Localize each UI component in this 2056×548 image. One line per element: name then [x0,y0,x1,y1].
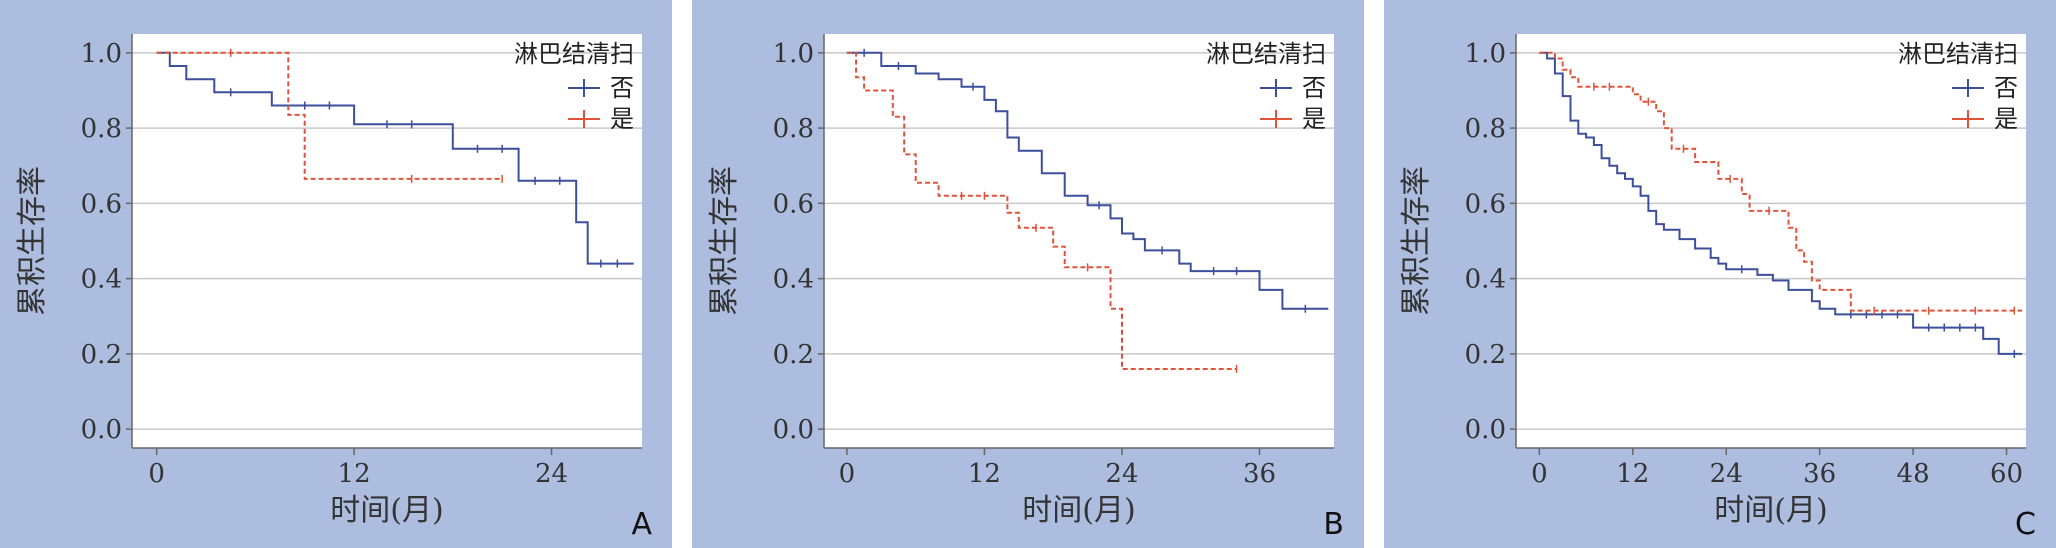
panel-letter: A [631,507,652,542]
y-tick-label: 0.2 [81,340,122,370]
y-tick-label: 0.2 [1465,340,1506,370]
y-tick-label: 0.0 [81,415,122,445]
legend-label: 是 [610,105,634,133]
legend-title: 淋巴结清扫 [514,40,634,68]
x-tick-label: 60 [1990,459,2023,489]
x-tick-label: 12 [968,459,1001,489]
legend-title: 淋巴结清扫 [1898,40,2018,68]
y-tick-label: 0.8 [81,114,122,144]
x-tick-label: 12 [1616,459,1649,489]
y-axis-label: 累积生存率 [707,166,742,316]
km-chart-svg: 0.0 0.2 0.4 0.6 0.8 1.0 0 12 24 36 时间(月) 累积生存率 淋巴结清扫… [707,34,1344,542]
y-tick-label: 0.6 [773,189,814,219]
survival-curve-no [156,51,634,265]
km-chart-svg: 0.0 0.2 0.4 0.6 0.8 1.0 0 12 24 时间(月) 累积生存率 淋巴结清扫否是… [15,34,652,542]
x-tick-label: 0 [1531,459,1548,489]
panel-letter: B [1323,507,1344,542]
x-tick-label: 36 [1803,459,1836,489]
y-tick-label: 0.6 [81,189,122,219]
plot-area [132,34,642,448]
y-tick-label: 0.4 [1465,265,1506,295]
km-chart-svg: 0.0 0.2 0.4 0.6 0.8 1.0 0 12 24 36 48 60 时间(月) 累积生存率 淋… [1399,34,2036,542]
y-tick-label: 0.8 [773,114,814,144]
x-tick-label: 24 [1105,459,1138,489]
y-tick-label: 0.2 [773,340,814,370]
y-tick-label: 0.8 [1465,114,1506,144]
y-tick-label: 0.6 [1465,189,1506,219]
survival-curve-yes [846,51,1237,370]
y-tick-label: 0.4 [773,265,814,295]
x-tick-label: 0 [148,459,165,489]
survival-curve-yes [1539,51,2023,312]
x-tick-label: 24 [535,459,568,489]
x-tick-label: 48 [1897,459,1930,489]
survival-curve-no [846,51,1329,310]
panel-b: 0.0 0.2 0.4 0.6 0.8 1.0 0 12 24 36 时间(月) 累积生存率 淋巴结清扫… [692,0,1364,548]
y-axis-label: 累积生存率 [1399,166,1434,316]
x-tick-label: 0 [839,459,856,489]
y-tick-label: 0.0 [773,415,814,445]
legend-title: 淋巴结清扫 [1206,40,1326,68]
x-axis-label: 时间(月) [330,493,443,528]
panel-c: 0.0 0.2 0.4 0.6 0.8 1.0 0 12 24 36 48 60 时间(月) 累积生存率 淋… [1384,0,2056,548]
x-axis-label: 时间(月) [1022,493,1135,528]
y-tick-label: 0.4 [81,265,122,295]
survival-curve-no [1539,51,2023,355]
y-tick-label: 1.0 [773,39,814,69]
x-tick-label: 36 [1243,459,1276,489]
y-tick-label: 1.0 [1465,39,1506,69]
x-tick-label: 12 [338,459,371,489]
y-tick-label: 1.0 [81,39,122,69]
plot-area [824,34,1334,448]
x-axis-label: 时间(月) [1714,493,1827,528]
legend-label: 否 [1994,74,2018,102]
panel-a: 0.0 0.2 0.4 0.6 0.8 1.0 0 12 24 时间(月) 累积生存率 淋巴结清扫否是… [0,0,672,548]
legend-label: 是 [1994,105,2018,133]
legend-label: 否 [610,74,634,102]
legend-label: 否 [1302,74,1326,102]
y-axis-label: 累积生存率 [15,166,50,316]
x-tick-label: 24 [1710,459,1743,489]
y-tick-label: 0.0 [1465,415,1506,445]
plot-area [1516,34,2026,448]
survival-curve-yes [156,51,503,180]
legend-label: 是 [1302,105,1326,133]
panel-letter: C [2015,507,2036,542]
